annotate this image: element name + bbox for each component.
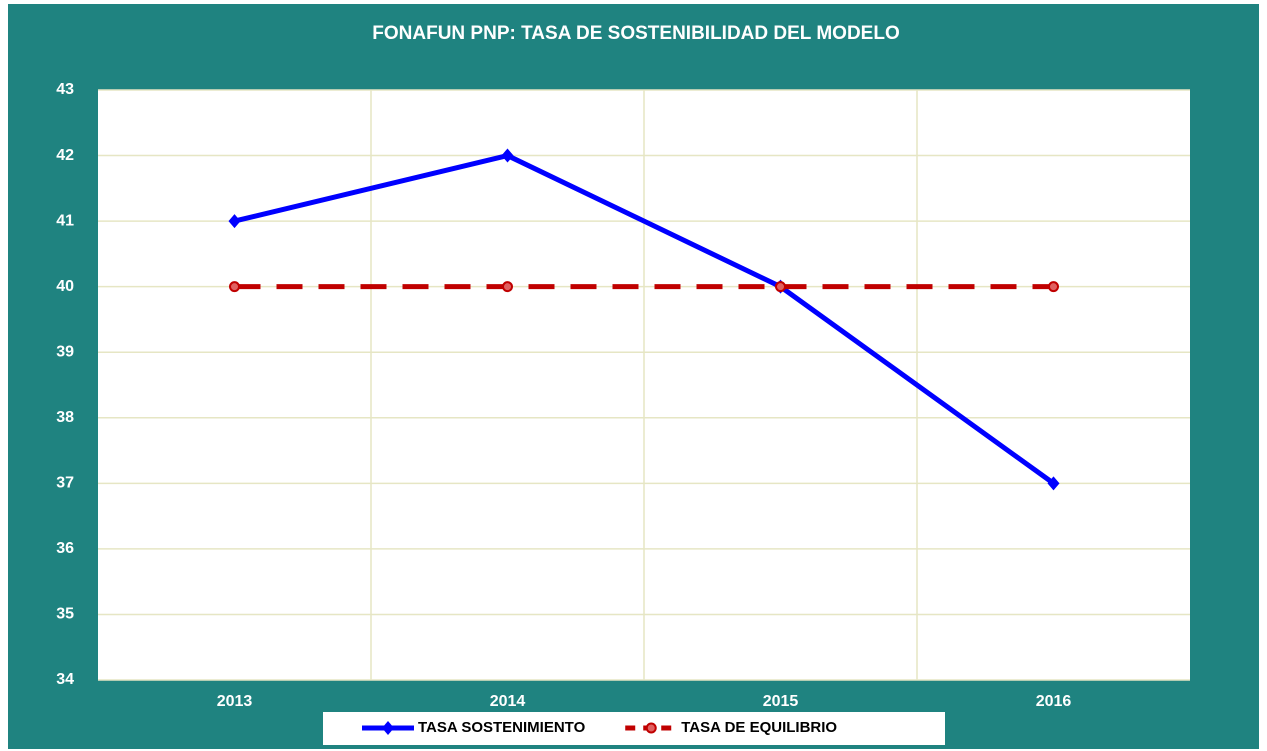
x-tick-label: 2015 <box>763 693 799 710</box>
y-tick-label: 41 <box>56 212 74 229</box>
y-tick-label: 38 <box>56 409 74 426</box>
legend-label: TASA DE EQUILIBRIO <box>681 719 837 736</box>
y-tick-label: 35 <box>56 606 74 623</box>
series-marker <box>229 281 240 293</box>
x-tick-label: 2016 <box>1036 693 1072 710</box>
y-tick-label: 37 <box>56 475 74 492</box>
x-tick-label: 2013 <box>217 693 253 710</box>
series-marker <box>501 148 514 163</box>
legend-marker <box>382 721 394 735</box>
y-tick-label: 42 <box>56 147 74 164</box>
legend-label: TASA SOSTENIMIENTO <box>418 719 586 736</box>
series-marker <box>502 281 513 293</box>
series-marker <box>775 281 786 293</box>
series-line <box>233 153 1055 486</box>
x-tick-label: 2014 <box>490 693 526 710</box>
y-tick-label: 36 <box>56 540 74 557</box>
y-tick-label: 39 <box>56 343 74 360</box>
y-tick-label: 43 <box>56 81 74 98</box>
series-marker <box>228 214 241 229</box>
y-tick-label: 40 <box>56 278 74 295</box>
series-marker <box>1047 476 1060 491</box>
series-marker <box>1048 281 1059 293</box>
chart-title: FONAFUN PNP: TASA DE SOSTENIBILIDAD DEL … <box>372 23 899 44</box>
y-tick-label: 34 <box>56 671 74 688</box>
legend-marker <box>645 722 657 734</box>
